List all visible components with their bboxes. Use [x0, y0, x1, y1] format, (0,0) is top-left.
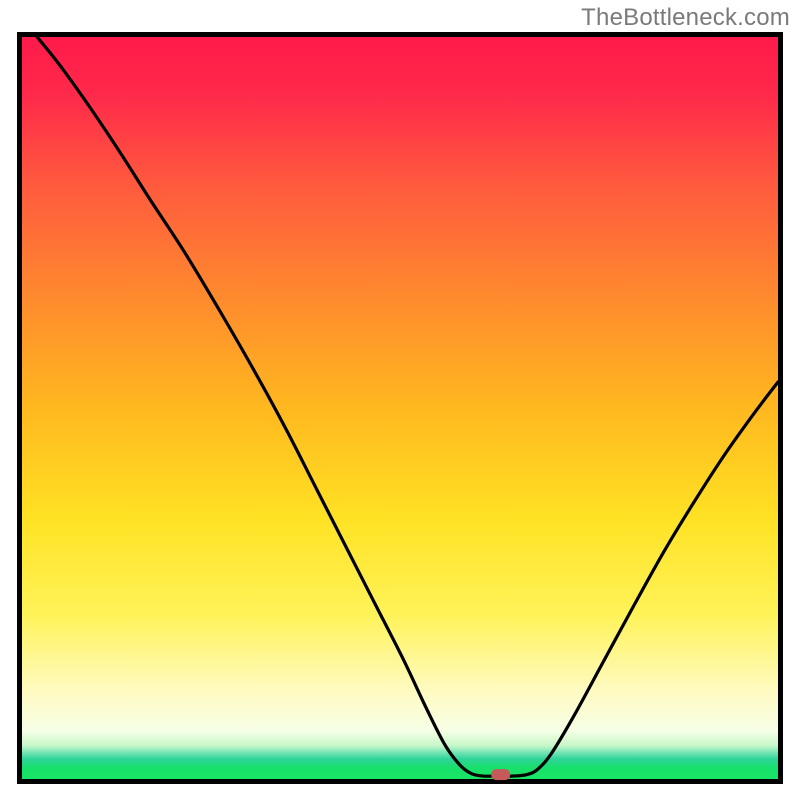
canvas: TheBottleneck.com [0, 0, 800, 800]
watermark-text: TheBottleneck.com [581, 4, 790, 32]
bottleneck-curve [37, 37, 778, 776]
curve-layer [22, 37, 778, 779]
plot-frame [17, 32, 783, 784]
minimum-marker [491, 769, 511, 781]
curve-svg [22, 37, 778, 779]
